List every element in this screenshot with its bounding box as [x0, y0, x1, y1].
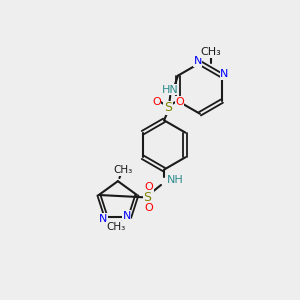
- Text: S: S: [164, 101, 172, 115]
- Text: N: N: [194, 56, 202, 66]
- Text: CH₃: CH₃: [201, 47, 221, 57]
- Text: O: O: [152, 97, 161, 107]
- Text: O: O: [175, 97, 184, 107]
- Text: NH: NH: [167, 176, 183, 185]
- Text: CH₃: CH₃: [106, 222, 125, 232]
- Text: N: N: [220, 69, 229, 79]
- Text: N: N: [99, 214, 107, 224]
- Text: O: O: [144, 182, 153, 191]
- Text: CH₃: CH₃: [113, 165, 132, 176]
- Text: N: N: [122, 211, 131, 221]
- Text: HN: HN: [162, 85, 178, 94]
- Text: S: S: [143, 191, 151, 204]
- Text: O: O: [144, 203, 153, 213]
